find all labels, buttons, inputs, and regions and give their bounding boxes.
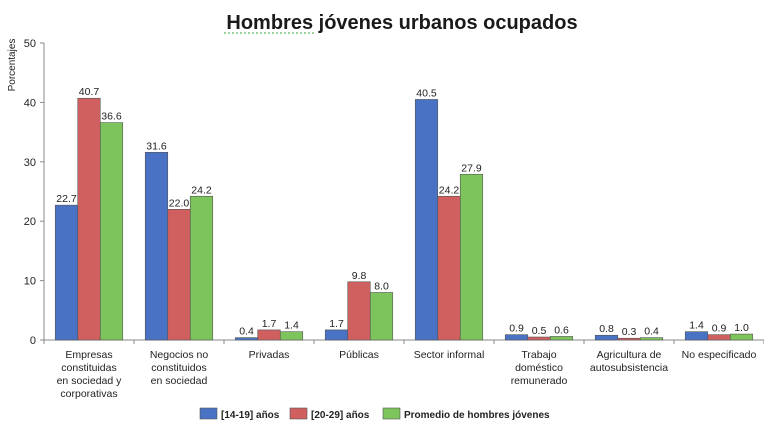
legend-entry: [14-19] años — [221, 410, 280, 421]
bar — [144, 151, 169, 341]
category-label-line: Agricultura de — [597, 349, 662, 361]
data-label: 36.6 — [101, 111, 122, 123]
data-label: 22.7 — [56, 193, 77, 205]
data-label: 27.9 — [461, 162, 482, 174]
category-label-line: en sociedad — [151, 375, 208, 387]
bar — [189, 195, 214, 341]
category-label-line: Empresas — [65, 349, 112, 361]
data-label: 0.9 — [712, 323, 727, 335]
y-tick-label: 10 — [24, 276, 36, 288]
legend-swatch — [199, 407, 218, 420]
category-label: Trabajo doméstico remunerado — [511, 349, 568, 387]
data-label: 24.2 — [191, 184, 212, 196]
category-label: Sector informal — [414, 349, 485, 361]
category-label-line: constituidas — [61, 362, 116, 374]
data-label: 8.0 — [374, 280, 389, 292]
data-label: 24.2 — [439, 184, 460, 196]
category-label-line: remunerado — [511, 375, 568, 387]
data-label: 40.5 — [416, 87, 437, 99]
data-label: 1.7 — [262, 318, 277, 330]
bar — [54, 204, 79, 341]
data-label: 0.8 — [599, 323, 614, 335]
y-tick-label: 20 — [24, 216, 36, 228]
bar — [684, 331, 709, 341]
bar — [257, 329, 281, 341]
data-label: 22.0 — [169, 197, 190, 209]
bar — [77, 97, 101, 341]
bar — [707, 334, 731, 341]
bar — [99, 122, 124, 341]
bar — [594, 334, 619, 341]
category-label-line: constituidos — [151, 362, 206, 374]
category-label-line: doméstico — [515, 362, 563, 374]
bar — [279, 331, 304, 341]
category-label: Privadas — [249, 349, 290, 361]
bar — [459, 173, 484, 341]
data-label: 0.4 — [644, 326, 659, 338]
data-label: 1.0 — [734, 322, 749, 334]
category-label-line: Sector informal — [414, 349, 485, 361]
category-label-line: Privadas — [249, 349, 290, 361]
bar — [527, 336, 551, 341]
legend-swatch — [382, 407, 401, 420]
bar — [639, 337, 664, 341]
y-tick-label: 50 — [24, 38, 36, 50]
bar — [414, 99, 439, 341]
bar — [729, 333, 754, 341]
category-label-line: No especificado — [682, 349, 757, 361]
legend: [14-19] años [20-29] años Promedio de homb… — [199, 407, 550, 421]
data-label: 0.6 — [554, 324, 569, 336]
data-label: 0.9 — [509, 323, 524, 335]
legend-entry: [20-29] años — [311, 410, 370, 421]
y-tick-label: 0 — [30, 335, 36, 347]
category-label-line: Negocios no — [150, 349, 209, 361]
bar — [549, 336, 574, 341]
bar — [234, 337, 259, 341]
category-label-line: Trabajo — [521, 349, 556, 361]
legend-swatch — [289, 407, 308, 420]
category-label: Empresas constituidas en sociedad y corpora… — [57, 349, 123, 400]
category-label-line: corporativas — [60, 388, 117, 400]
y-tick-label: 40 — [24, 97, 36, 109]
data-label: 0.3 — [622, 326, 637, 338]
bar — [504, 334, 529, 341]
bar — [617, 337, 641, 341]
category-label-line: autosubsistencia — [590, 362, 668, 374]
category-label: Públicas — [339, 349, 379, 361]
data-label: 1.4 — [284, 320, 299, 332]
data-label: 40.7 — [79, 86, 100, 98]
data-label: 1.7 — [329, 318, 344, 330]
bar — [167, 209, 191, 341]
category-label-line: en sociedad y — [57, 375, 123, 387]
bar — [347, 281, 371, 341]
data-label: 31.6 — [146, 140, 167, 152]
legend-entry: Promedio de hombres jóvenes — [404, 410, 550, 421]
data-label: 1.4 — [689, 320, 704, 332]
bar — [324, 329, 349, 341]
category-label: Agricultura de autosubsistencia — [590, 349, 668, 374]
bar — [369, 292, 394, 341]
chart-title: Hombres jóvenes urbanos ocupados — [226, 12, 577, 34]
category-label: Negocios no constituidos en sociedad — [150, 349, 209, 387]
category-label: No especificado — [682, 349, 757, 361]
y-tick-label: 30 — [24, 157, 36, 169]
y-axis-label: Porcentajes — [7, 39, 18, 92]
category-label-line: Públicas — [339, 349, 379, 361]
data-label: 0.5 — [532, 325, 547, 337]
bar — [437, 195, 461, 341]
data-label: 0.4 — [239, 326, 254, 338]
data-label: 9.8 — [352, 270, 367, 282]
